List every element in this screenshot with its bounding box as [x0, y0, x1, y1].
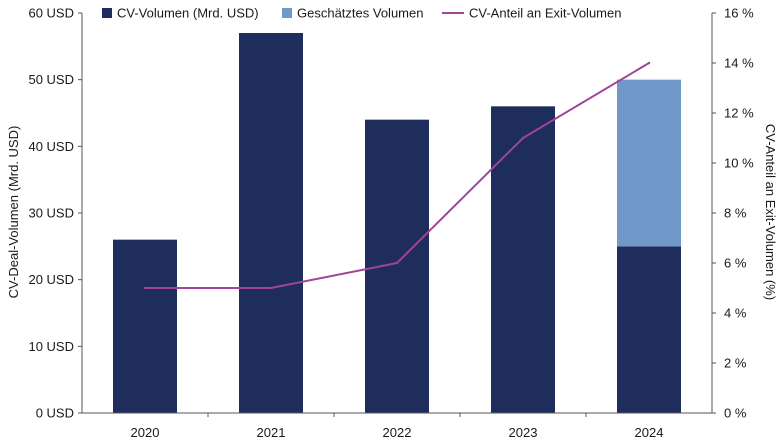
y-left-tick-label: 60 USD	[28, 6, 74, 21]
y-left-tick-label: 0 USD	[36, 406, 74, 421]
y-left-tick-label: 20 USD	[28, 272, 74, 287]
bar-2024-volume	[617, 246, 681, 413]
bar-2021-volume	[239, 33, 303, 413]
y-right-tick-label: 6 %	[724, 256, 747, 271]
legend-label-2: CV-Anteil an Exit-Volumen	[469, 6, 621, 21]
y-right-tick-label: 12 %	[724, 106, 754, 121]
y-right-tick-label: 10 %	[724, 156, 754, 171]
share-point-2022	[395, 261, 399, 265]
x-tick-label-2024: 2024	[635, 425, 664, 440]
share-point-2021	[269, 286, 273, 290]
y-axis-left-label: CV-Deal-Volumen (Mrd. USD)	[6, 126, 21, 299]
legend-swatch-0	[102, 8, 112, 18]
bar-2020-volume	[113, 239, 177, 413]
y-left-tick-label: 40 USD	[28, 139, 74, 154]
y-right-tick-label: 0 %	[724, 406, 747, 421]
y-left-tick-label: 10 USD	[28, 339, 74, 354]
legend-label-1: Geschätztes Volumen	[297, 6, 423, 21]
legend-label-0: CV-Volumen (Mrd. USD)	[117, 6, 259, 21]
x-tick-label-2020: 2020	[131, 425, 160, 440]
y-right-tick-label: 14 %	[724, 56, 754, 71]
x-tick-label-2023: 2023	[509, 425, 538, 440]
axes-group: 0 USD 10 USD 20 USD 30 USD 40 USD 50 USD 60 US…	[28, 6, 754, 440]
y-right-tick-label: 8 %	[724, 206, 747, 221]
x-tick-label-2022: 2022	[383, 425, 412, 440]
y-right-tick-label: 2 %	[724, 356, 747, 371]
bars-group	[113, 33, 681, 414]
share-line-group	[143, 61, 651, 290]
y-axis-right-label: CV-Anteil an Exit-Volumen (%)	[763, 124, 778, 300]
legend: CV-Volumen (Mrd. USD) Geschätztes Volumen…	[102, 6, 621, 21]
share-point-2020	[143, 286, 147, 290]
bar-2023-volume	[491, 106, 555, 413]
share-point-2024	[647, 61, 651, 65]
y-right-tick-label: 4 %	[724, 306, 747, 321]
y-left-tick-label: 50 USD	[28, 72, 74, 87]
y-left-tick-label: 30 USD	[28, 206, 74, 221]
y-right-tick-label: 16 %	[724, 6, 754, 21]
x-tick-label-2021: 2021	[257, 425, 286, 440]
bar-2024-estimated	[617, 79, 681, 247]
legend-swatch-1	[282, 8, 292, 18]
bar-2022-volume	[365, 119, 429, 414]
share-point-2023	[521, 136, 525, 140]
